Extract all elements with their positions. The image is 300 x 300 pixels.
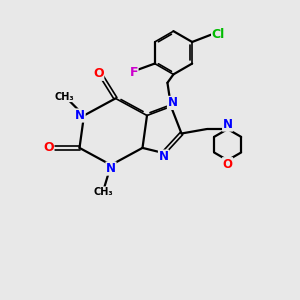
Text: CH₃: CH₃ <box>93 187 113 197</box>
Text: Cl: Cl <box>212 28 225 41</box>
Text: N: N <box>223 118 232 131</box>
Text: N: N <box>106 162 116 175</box>
Text: F: F <box>130 66 138 79</box>
Text: O: O <box>93 67 104 80</box>
Text: N: N <box>167 96 178 110</box>
Text: N: N <box>75 109 85 122</box>
Text: O: O <box>43 141 54 154</box>
Text: O: O <box>223 158 232 171</box>
Text: N: N <box>158 150 169 163</box>
Text: CH₃: CH₃ <box>55 92 74 102</box>
